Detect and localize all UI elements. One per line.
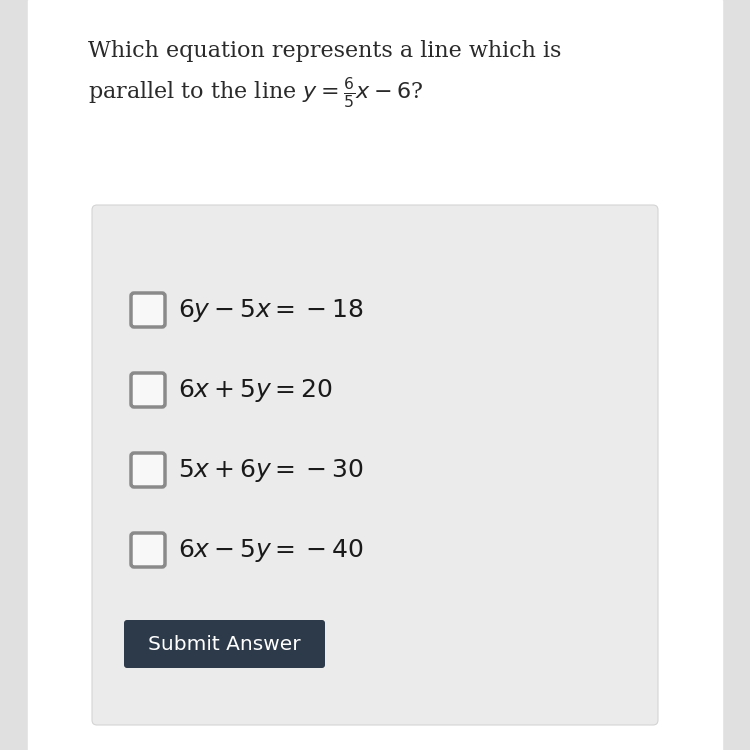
Text: parallel to the line $y = \frac{6}{5}x - 6$?: parallel to the line $y = \frac{6}{5}x -… <box>88 75 423 110</box>
Text: $6x - 5y = -40$: $6x - 5y = -40$ <box>178 538 364 565</box>
FancyBboxPatch shape <box>131 533 165 567</box>
Bar <box>722 0 750 750</box>
Text: Submit Answer: Submit Answer <box>148 634 301 653</box>
FancyBboxPatch shape <box>131 453 165 487</box>
Text: $6y - 5x = -18$: $6y - 5x = -18$ <box>178 298 364 325</box>
FancyBboxPatch shape <box>131 293 165 327</box>
FancyBboxPatch shape <box>131 373 165 407</box>
FancyBboxPatch shape <box>92 205 658 725</box>
Text: $6x + 5y = 20$: $6x + 5y = 20$ <box>178 377 333 404</box>
Text: $5x + 6y = -30$: $5x + 6y = -30$ <box>178 458 364 484</box>
Bar <box>0 0 28 750</box>
Text: Which equation represents a line which is: Which equation represents a line which i… <box>88 40 561 62</box>
FancyBboxPatch shape <box>124 620 325 668</box>
